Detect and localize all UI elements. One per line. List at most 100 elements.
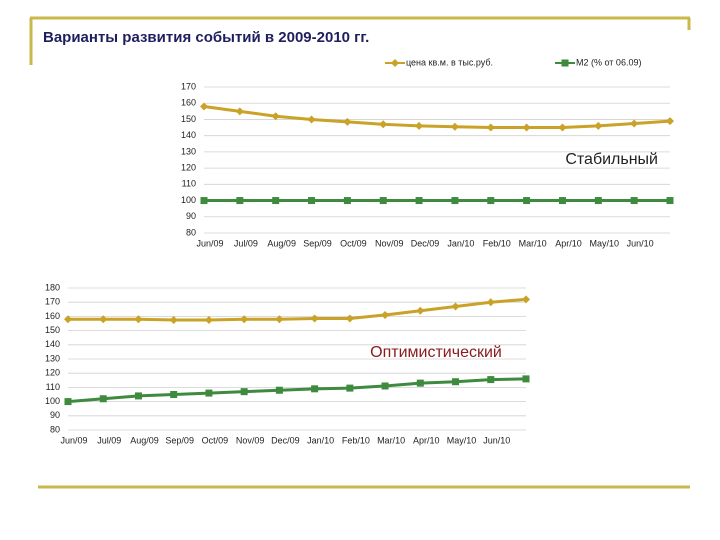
y-tick-label: 150: [181, 114, 196, 124]
x-tick-label: May/10: [447, 435, 477, 445]
marker: [343, 117, 352, 126]
marker: [64, 315, 72, 324]
marker: [99, 315, 108, 324]
marker: [630, 119, 639, 128]
x-tick-label: Dec/09: [271, 435, 300, 445]
x-tick-label: Aug/09: [267, 238, 296, 248]
marker: [275, 386, 283, 394]
marker: [308, 197, 316, 205]
marker: [487, 197, 495, 205]
marker: [558, 197, 566, 205]
marker: [235, 107, 244, 116]
marker: [630, 197, 638, 205]
marker: [666, 117, 674, 126]
y-tick-label: 160: [181, 98, 196, 108]
y-tick-label: 180: [45, 282, 60, 292]
marker: [486, 123, 495, 132]
x-tick-label: May/10: [590, 238, 620, 248]
y-tick-label: 170: [181, 81, 196, 91]
x-tick-label: Jan/10: [307, 435, 334, 445]
marker: [450, 122, 459, 131]
x-tick-label: Nov/09: [236, 435, 265, 445]
x-tick-label: Sep/09: [165, 435, 194, 445]
marker: [594, 197, 602, 205]
x-tick-label: Jun/10: [483, 435, 510, 445]
marker: [522, 295, 530, 304]
y-tick-label: 90: [186, 211, 196, 221]
marker: [236, 197, 244, 205]
marker: [558, 123, 567, 132]
marker: [307, 115, 316, 124]
y-tick-label: 80: [186, 227, 196, 237]
marker: [416, 379, 424, 387]
slide-title: Варианты развития событий в 2009-2010 гг…: [43, 29, 369, 46]
marker: [275, 315, 284, 324]
x-tick-label: Dec/09: [411, 238, 440, 248]
y-tick-label: 110: [182, 179, 196, 189]
x-tick-label: Apr/10: [555, 238, 582, 248]
series-line: [68, 297, 527, 322]
x-tick-label: Jun/09: [196, 238, 223, 248]
marker: [64, 398, 72, 406]
marker: [271, 112, 280, 121]
x-tick-label: Feb/10: [483, 238, 511, 248]
x-tick-label: Jul/09: [97, 435, 121, 445]
legend-label: цена кв.м. в тыс.руб.: [406, 57, 493, 67]
x-tick-label: Jan/10: [447, 238, 474, 248]
x-tick-label: Mar/10: [519, 238, 547, 248]
marker: [200, 102, 208, 111]
marker: [391, 59, 399, 67]
marker: [415, 121, 424, 130]
marker: [522, 123, 531, 132]
marker: [99, 395, 107, 403]
y-tick-label: 100: [181, 195, 196, 205]
marker: [169, 315, 178, 324]
y-tick-label: 110: [46, 382, 60, 392]
legend-label: M2 (% от 06.09): [576, 57, 641, 67]
x-tick-label: Mar/10: [377, 435, 405, 445]
marker: [311, 385, 319, 393]
marker: [310, 314, 319, 323]
marker: [346, 384, 354, 392]
y-tick-label: 160: [45, 311, 60, 321]
marker: [522, 375, 530, 383]
x-tick-label: Oct/09: [202, 435, 229, 445]
marker: [240, 388, 248, 396]
marker: [523, 197, 531, 205]
marker: [415, 197, 423, 205]
x-tick-label: Oct/09: [340, 238, 367, 248]
y-tick-label: 130: [181, 146, 196, 156]
marker: [134, 392, 142, 400]
x-tick-label: Nov/09: [375, 238, 404, 248]
marker: [452, 378, 460, 386]
marker: [240, 315, 249, 324]
marker: [487, 376, 495, 384]
marker: [205, 389, 213, 397]
marker: [381, 382, 389, 390]
marker: [416, 306, 425, 315]
marker: [343, 197, 351, 205]
x-tick-label: Aug/09: [130, 435, 159, 445]
marker: [379, 197, 387, 205]
annotation: Оптимистический: [370, 344, 502, 361]
series-line: [67, 377, 527, 404]
x-tick-label: Feb/10: [342, 435, 370, 445]
y-tick-label: 90: [50, 410, 60, 420]
marker: [200, 197, 208, 205]
y-tick-label: 150: [45, 325, 60, 335]
y-tick-label: 80: [50, 424, 60, 434]
marker: [594, 121, 603, 130]
marker: [451, 197, 459, 205]
marker: [561, 59, 569, 67]
y-tick-label: 130: [45, 353, 60, 363]
x-tick-label: Apr/10: [413, 435, 440, 445]
series-line: [203, 104, 671, 130]
x-tick-label: Jun/09: [60, 435, 87, 445]
y-tick-label: 100: [45, 396, 60, 406]
y-tick-label: 120: [45, 368, 60, 378]
marker: [666, 197, 674, 205]
y-tick-label: 120: [181, 162, 196, 172]
x-tick-label: Sep/09: [303, 238, 332, 248]
marker: [451, 302, 460, 311]
